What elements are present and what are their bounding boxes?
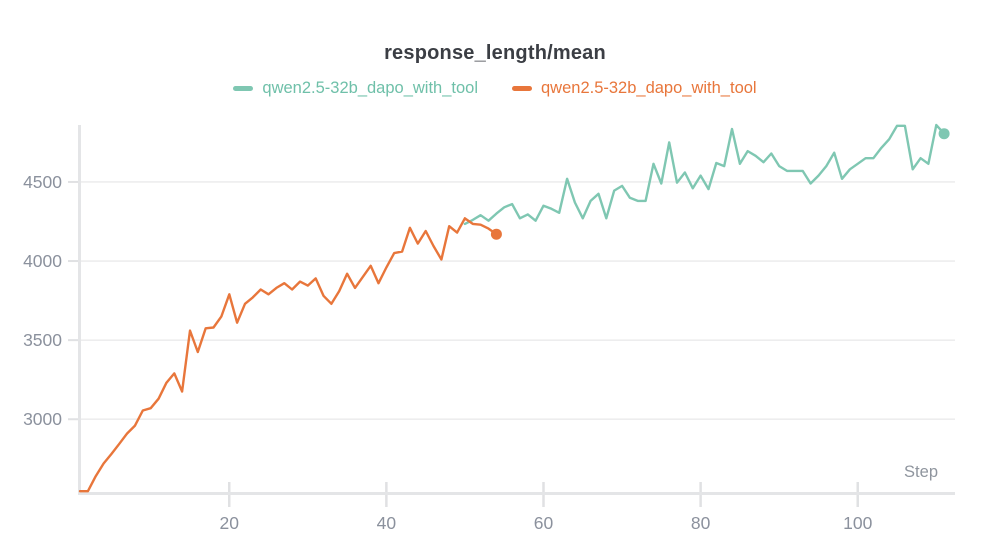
series-line-1 xyxy=(78,217,498,493)
chart-title: response_length/mean xyxy=(384,42,606,64)
legend-item-run1[interactable]: qwen2.5-32b_dapo_with_tool xyxy=(233,79,478,98)
x-tick-label: 100 xyxy=(843,513,872,533)
legend: qwen2.5-32b_dapo_with_tool qwen2.5-32b_d… xyxy=(0,79,990,98)
legend-swatch-teal-icon xyxy=(233,86,254,91)
x-tick-label: 40 xyxy=(377,513,397,533)
series-end-dot-0 xyxy=(938,128,950,140)
legend-item-run2[interactable]: qwen2.5-32b_dapo_with_tool xyxy=(512,79,757,98)
x-tick-label: 20 xyxy=(220,513,240,533)
x-tick-label: 60 xyxy=(534,513,554,533)
series-line-0 xyxy=(463,123,946,226)
y-tick-label: 3500 xyxy=(23,330,62,350)
x-axis-label: Step xyxy=(904,463,938,481)
series-end-dot-1 xyxy=(490,228,502,240)
legend-label-run2: qwen2.5-32b_dapo_with_tool xyxy=(541,79,757,97)
y-tick-label: 4500 xyxy=(23,172,62,192)
legend-label-run1: qwen2.5-32b_dapo_with_tool xyxy=(262,79,478,97)
y-tick-label: 3000 xyxy=(23,409,62,429)
y-tick-label: 4000 xyxy=(23,251,62,271)
legend-swatch-orange-icon xyxy=(512,86,532,91)
x-tick-label: 80 xyxy=(691,513,711,533)
